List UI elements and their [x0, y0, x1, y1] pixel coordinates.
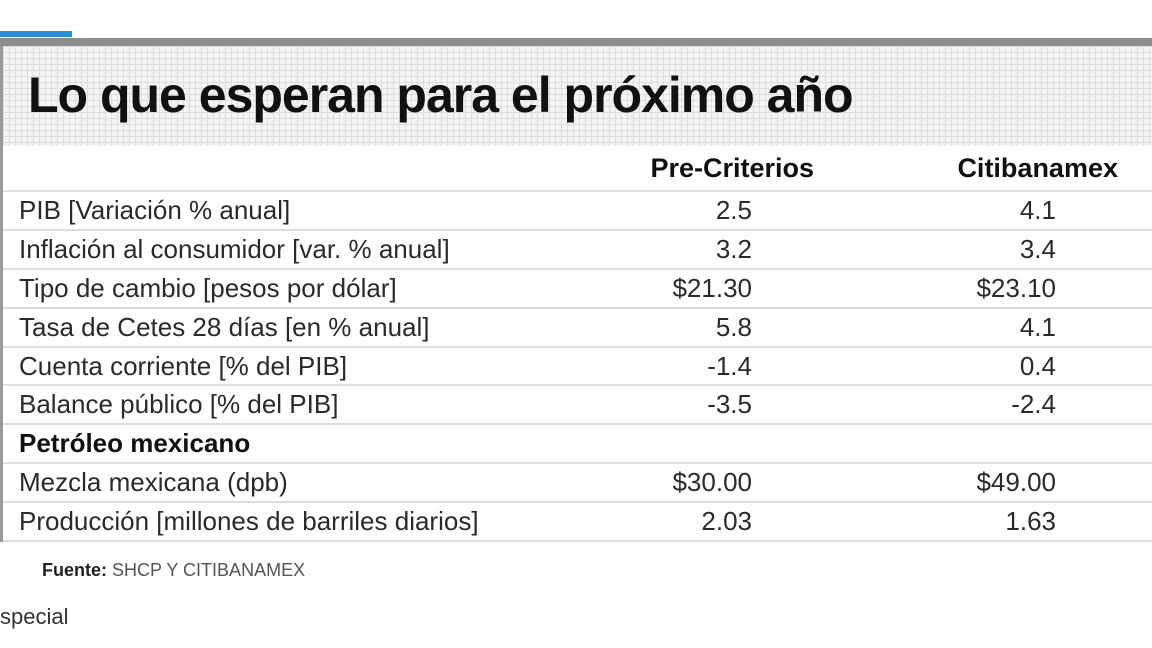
cell-citibanamex: 3.4 [1019, 233, 1056, 264]
row-label: Balance público [% del PIB] [19, 389, 339, 420]
row-label: Tipo de cambio [pesos por dólar] [19, 272, 397, 303]
cell-citibanamex: 4.1 [1019, 311, 1056, 342]
table-row: Mezcla mexicana (dpb) $30.00 $49.00 [3, 464, 1152, 504]
table-header-row: Pre-Criterios Citibanamex [3, 146, 1152, 192]
cell-citibanamex: $49.00 [976, 467, 1056, 498]
cell-pre-criterios: 2.03 [701, 506, 752, 537]
source-text: SHCP Y CITIBANAMEX [112, 560, 306, 580]
column-header-pre-criterios: Pre-Criterios [650, 152, 814, 183]
row-label: Mezcla mexicana (dpb) [19, 467, 288, 498]
cell-pre-criterios: 2.5 [715, 194, 752, 225]
cell-citibanamex: 0.4 [1019, 350, 1056, 381]
top-bar [72, 38, 1152, 46]
column-header-citibanamex: Citibanamex [957, 152, 1118, 183]
row-label: Petróleo mexicano [19, 428, 251, 459]
row-label: Producción [millones de barriles diarios… [19, 506, 479, 537]
cell-citibanamex: 4.1 [1019, 194, 1056, 225]
cell-citibanamex: 1.63 [1005, 506, 1056, 537]
row-label: Inflación al consumidor [var. % anual] [19, 233, 450, 264]
cell-pre-criterios: -1.4 [707, 350, 752, 381]
table-row: Inflación al consumidor [var. % anual] 3.… [3, 231, 1152, 270]
cell-pre-criterios: 5.8 [715, 311, 752, 342]
source-note: Fuente: SHCP Y CITIBANAMEX [42, 560, 305, 581]
cell-pre-criterios: 3.2 [715, 233, 752, 264]
table-card [0, 46, 1152, 542]
row-label: PIB [Variación % anual] [19, 194, 291, 225]
table-row: Balance público [% del PIB] -3.5 -2.4 [3, 387, 1152, 426]
row-label: Tasa de Cetes 28 días [en % anual] [19, 311, 430, 342]
cell-citibanamex: -2.4 [1011, 389, 1056, 420]
accent-tab [0, 31, 72, 37]
cell-pre-criterios: -3.5 [707, 389, 752, 420]
top-bar-left [0, 38, 72, 46]
table-row: PIB [Variación % anual] 2.5 4.1 [3, 192, 1152, 231]
table-row: Tasa de Cetes 28 días [en % anual] 5.8 4.1 [3, 309, 1152, 348]
cell-pre-criterios: $30.00 [672, 467, 752, 498]
table-row: Producción [millones de barriles diarios… [3, 503, 1152, 543]
table-row: Cuenta corriente [% del PIB] -1.4 0.4 [3, 348, 1152, 387]
row-label: Cuenta corriente [% del PIB] [19, 350, 348, 381]
source-label: Fuente: [42, 560, 107, 580]
cell-citibanamex: $23.10 [976, 272, 1056, 303]
table-row: Tipo de cambio [pesos por dólar] $21.30 $2… [3, 270, 1152, 309]
title-band [3, 46, 1152, 146]
photo-credit: special [0, 604, 69, 629]
table-row: Petróleo mexicano [3, 425, 1152, 465]
cell-pre-criterios: $21.30 [672, 272, 752, 303]
chart-title: Lo que esperan para el próximo año [28, 67, 854, 123]
